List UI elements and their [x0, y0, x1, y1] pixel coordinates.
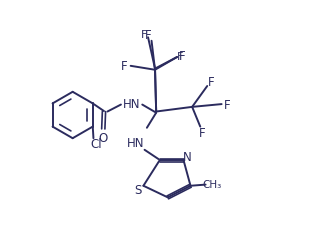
Text: F: F	[178, 50, 185, 63]
Text: N: N	[183, 151, 192, 164]
Text: F: F	[120, 59, 127, 72]
Text: F: F	[141, 30, 147, 40]
Text: F: F	[223, 99, 230, 112]
Text: F: F	[145, 29, 152, 42]
Text: HN: HN	[126, 137, 144, 150]
Text: HN: HN	[123, 97, 140, 110]
Text: Cl: Cl	[90, 138, 102, 151]
Text: CH₃: CH₃	[203, 179, 222, 189]
Text: F: F	[177, 52, 184, 62]
Text: F: F	[207, 76, 214, 88]
Text: S: S	[135, 183, 142, 196]
Text: O: O	[99, 131, 108, 144]
Text: F: F	[199, 126, 206, 139]
